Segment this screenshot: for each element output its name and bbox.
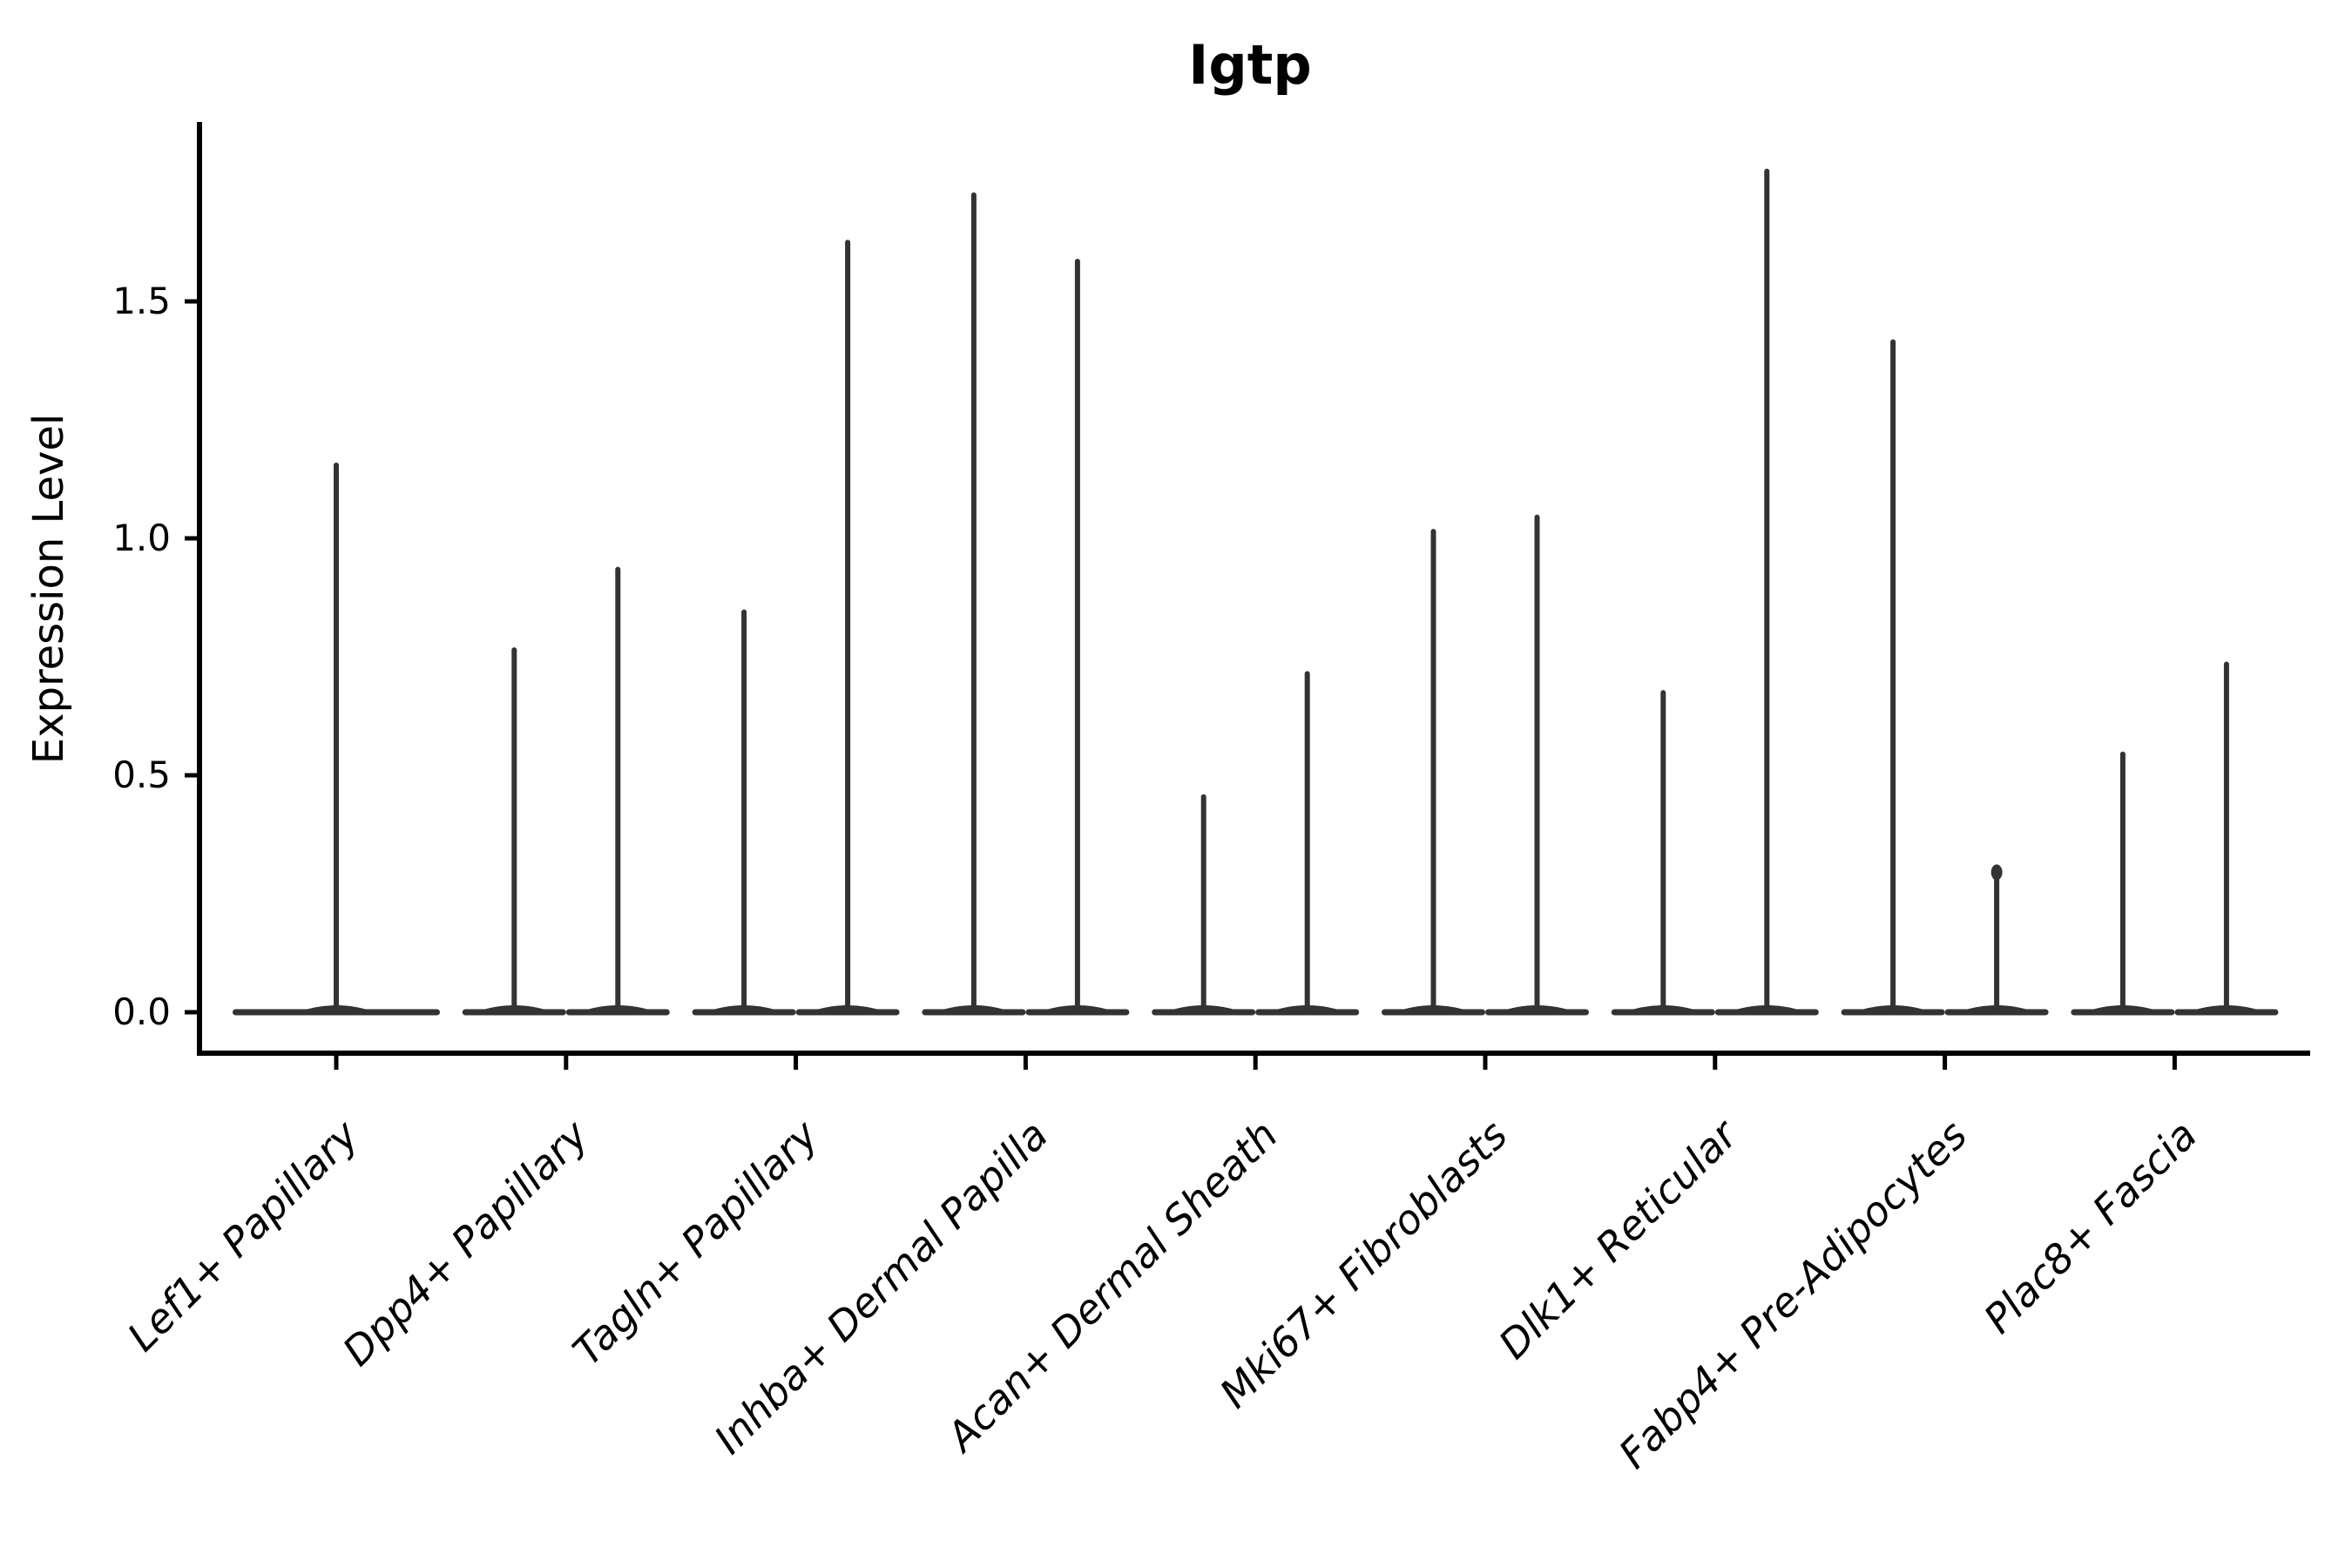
y-tick-label: 0.5 xyxy=(112,754,171,796)
chart-title: Igtp xyxy=(1188,33,1311,97)
violin-spike xyxy=(1890,339,1896,1014)
violin-spike xyxy=(1660,690,1666,1014)
y-tick xyxy=(185,536,197,541)
x-tick xyxy=(564,1056,569,1070)
violin-spike xyxy=(1304,671,1310,1014)
x-tick xyxy=(2172,1056,2177,1070)
x-tick xyxy=(1253,1056,1258,1070)
violin-spike xyxy=(1430,529,1436,1014)
violin-tip-bulge xyxy=(1990,864,2003,881)
violin-spike xyxy=(2223,661,2229,1014)
violin-spike xyxy=(615,566,621,1014)
violin-spike xyxy=(1994,865,2000,1014)
violin-spike xyxy=(2119,751,2126,1014)
violin-spike xyxy=(334,462,339,1014)
violin-spike xyxy=(1764,168,1770,1014)
x-tick xyxy=(1483,1056,1488,1070)
x-tick-label: Lef1+ Papillary xyxy=(118,1111,368,1360)
violin-spike xyxy=(1074,259,1080,1014)
y-tick xyxy=(185,1010,197,1015)
x-tick-label: Tagln+ Papillary xyxy=(564,1111,828,1375)
violin-spike xyxy=(970,192,977,1014)
x-tick-label: Plac8+ Fascia xyxy=(1975,1112,2206,1342)
x-axis-spine xyxy=(197,1051,2310,1056)
y-tick-label: 1.5 xyxy=(112,280,171,322)
x-tick-label: Dpp4+ Papillary xyxy=(334,1111,598,1375)
y-tick xyxy=(185,299,197,304)
x-tick-label: Dlk1+ Reticular xyxy=(1490,1109,1748,1368)
y-tick xyxy=(185,773,197,778)
y-axis-label: Expression Level xyxy=(24,414,73,765)
violin-spike xyxy=(741,609,747,1014)
violin-spike xyxy=(1534,514,1540,1014)
y-tick-label: 1.0 xyxy=(112,517,171,559)
x-tick xyxy=(1023,1056,1028,1070)
violin-spike xyxy=(845,240,851,1014)
x-tick xyxy=(794,1056,799,1070)
x-tick xyxy=(1713,1056,1718,1070)
x-tick xyxy=(1943,1056,1948,1070)
y-axis-spine xyxy=(197,122,202,1056)
y-tick-label: 0.0 xyxy=(112,990,171,1033)
violin-spike xyxy=(511,647,517,1014)
violin-spike xyxy=(1200,794,1206,1014)
x-tick xyxy=(334,1056,339,1070)
